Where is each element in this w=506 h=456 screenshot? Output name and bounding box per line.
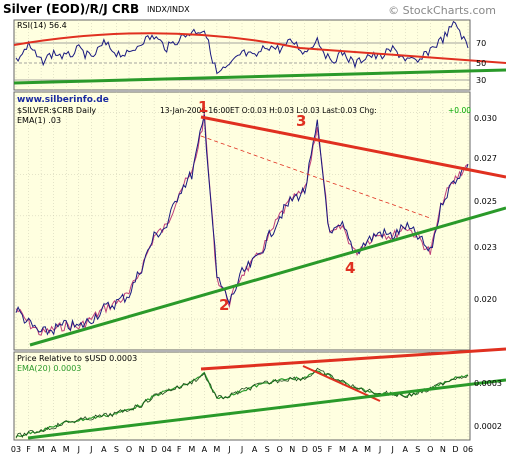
price-tick-0: 0.030: [474, 114, 497, 123]
rsi-resistance-line: [13, 32, 506, 64]
x-tick-label: J: [390, 445, 393, 454]
x-tick-label: F: [26, 445, 31, 454]
x-tick-label: F: [328, 445, 333, 454]
x-tick-label: S: [265, 445, 270, 454]
x-tick-label: D: [452, 445, 458, 454]
x-tick-label: A: [101, 445, 107, 454]
x-tick-label: J: [378, 445, 381, 454]
x-tick-label: M: [339, 445, 346, 454]
website-label: www.silberinfo.de: [17, 95, 109, 105]
rsi-support-line: [13, 68, 506, 85]
x-tick-label: A: [352, 445, 358, 454]
relative-dashed-line: [302, 365, 381, 402]
x-tick-label: 04: [162, 445, 172, 454]
x-tick-label: D: [151, 445, 157, 454]
annotation-1: 1: [198, 98, 208, 116]
x-tick-label: N: [139, 445, 145, 454]
x-tick-label: J: [227, 445, 230, 454]
annotation-4: 4: [345, 259, 355, 277]
price-tick-2: 0.025: [474, 197, 497, 206]
change-value: +0.00: [448, 106, 471, 115]
relative-support-line: [27, 378, 506, 440]
x-tick-label: J: [240, 445, 243, 454]
x-tick-label: M: [364, 445, 371, 454]
x-tick-label: A: [51, 445, 57, 454]
x-tick-label: M: [38, 445, 45, 454]
relative-tick-0: 0.0003: [474, 379, 502, 388]
x-tick-label: S: [415, 445, 420, 454]
symbol-label: $SILVER:$CRB Daily: [17, 106, 96, 115]
x-tick-label: N: [289, 445, 295, 454]
rsi-tick-70: 70: [476, 39, 486, 48]
rsi-line: [15, 20, 469, 75]
x-tick-label: M: [63, 445, 70, 454]
relative-tick-1: 0.0002: [474, 422, 502, 431]
ema-label: EMA(1) .03: [17, 116, 61, 125]
x-tick-label: O: [126, 445, 132, 454]
x-tick-label: M: [213, 445, 220, 454]
x-tick-label: 05: [312, 445, 322, 454]
relative-line: [15, 367, 469, 439]
x-tick-label: A: [202, 445, 208, 454]
annotation-3: 3: [296, 112, 306, 130]
rsi-tick-30: 30: [476, 76, 486, 85]
x-tick-label: 06: [463, 445, 473, 454]
rsi-label: RSI(14) 56.4: [17, 21, 67, 30]
x-tick-label: 03: [11, 445, 21, 454]
x-tick-label: J: [89, 445, 92, 454]
price-support-line: [29, 206, 506, 347]
chart-title: Silver (EOD)/R/J CRB: [3, 2, 139, 16]
x-tick-label: N: [440, 445, 446, 454]
x-tick-label: D: [302, 445, 308, 454]
exchange-label: INDX/INDX: [147, 5, 190, 14]
annotation-2: 2: [219, 296, 229, 314]
price-tick-1: 0.027: [474, 154, 497, 163]
rsi-tick-50: 50: [476, 59, 486, 68]
relative-resistance-line: [200, 347, 506, 371]
x-tick-label: S: [114, 445, 119, 454]
price-dashed-line: [200, 135, 431, 219]
x-tick-label: M: [188, 445, 195, 454]
x-tick-label: F: [177, 445, 182, 454]
price-resistance-line: [200, 115, 506, 179]
x-tick-label: O: [427, 445, 433, 454]
x-tick-label: J: [77, 445, 80, 454]
copyright-text: © StockCharts.com: [388, 4, 496, 17]
price-ema-line: [15, 111, 469, 336]
relative-ema-label: EMA(20) 0.0003: [17, 364, 81, 373]
x-axis: 03 F M A M J J A S O N D 04 F M A M J J A S O N D 05 F M A M J J A S O N D 0…: [11, 445, 473, 454]
grid-lines: [14, 20, 470, 440]
price-tick-4: 0.020: [474, 295, 497, 304]
price-tick-3: 0.023: [474, 243, 497, 252]
x-tick-label: O: [277, 445, 283, 454]
x-tick-label: A: [402, 445, 408, 454]
relative-label: Price Relative to $USD 0.0003: [17, 354, 137, 363]
quote-line: 13-Jan-2006 16:00ET O:0.03 H:0.03 L:0.03…: [160, 106, 377, 115]
x-tick-label: A: [252, 445, 258, 454]
